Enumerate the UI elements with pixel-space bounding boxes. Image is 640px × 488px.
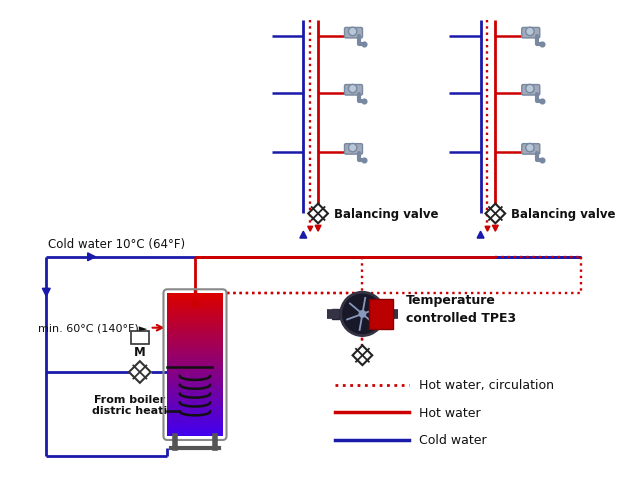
Bar bbox=[168, 328, 223, 331]
Bar bbox=[168, 422, 223, 425]
Bar bbox=[168, 342, 223, 345]
Bar bbox=[168, 339, 223, 342]
Bar bbox=[168, 294, 223, 297]
FancyBboxPatch shape bbox=[522, 85, 540, 96]
Bar bbox=[168, 390, 223, 393]
Bar bbox=[168, 376, 223, 379]
Bar bbox=[168, 427, 223, 430]
FancyBboxPatch shape bbox=[131, 331, 148, 345]
Bar bbox=[168, 407, 223, 410]
Bar bbox=[168, 297, 223, 299]
Text: Cold water 10°C (64°F): Cold water 10°C (64°F) bbox=[48, 237, 186, 250]
Bar bbox=[168, 333, 223, 336]
Bar bbox=[168, 370, 223, 373]
FancyBboxPatch shape bbox=[344, 28, 362, 39]
Polygon shape bbox=[353, 346, 372, 366]
Polygon shape bbox=[315, 226, 321, 232]
Bar bbox=[168, 362, 223, 365]
Text: Cold water: Cold water bbox=[419, 433, 486, 447]
Text: Balancing valve: Balancing valve bbox=[334, 207, 438, 221]
Circle shape bbox=[525, 28, 534, 37]
Bar bbox=[168, 345, 223, 348]
Text: Hot water, circulation: Hot water, circulation bbox=[419, 379, 554, 391]
Bar bbox=[168, 316, 223, 319]
Bar bbox=[168, 393, 223, 396]
Circle shape bbox=[525, 144, 534, 153]
Text: min. 60°C (140°F)►: min. 60°C (140°F)► bbox=[38, 323, 148, 333]
FancyBboxPatch shape bbox=[369, 299, 393, 329]
Bar bbox=[168, 379, 223, 382]
Bar bbox=[168, 348, 223, 351]
Bar bbox=[168, 433, 223, 436]
Polygon shape bbox=[308, 227, 313, 232]
FancyBboxPatch shape bbox=[386, 309, 393, 319]
Bar bbox=[168, 351, 223, 353]
Bar bbox=[168, 430, 223, 433]
Polygon shape bbox=[485, 227, 490, 232]
Polygon shape bbox=[486, 204, 505, 224]
FancyBboxPatch shape bbox=[344, 144, 362, 155]
Circle shape bbox=[348, 28, 357, 37]
Bar bbox=[168, 416, 223, 419]
FancyBboxPatch shape bbox=[344, 85, 362, 96]
FancyBboxPatch shape bbox=[522, 144, 540, 155]
Polygon shape bbox=[191, 299, 199, 306]
Circle shape bbox=[525, 85, 534, 94]
Bar bbox=[168, 385, 223, 387]
Bar bbox=[168, 382, 223, 385]
Bar bbox=[168, 399, 223, 402]
Bar bbox=[168, 413, 223, 416]
Text: Hot water: Hot water bbox=[419, 406, 480, 419]
Bar bbox=[168, 373, 223, 376]
Bar bbox=[168, 425, 223, 427]
Bar bbox=[168, 353, 223, 356]
Circle shape bbox=[348, 85, 357, 94]
Bar bbox=[168, 314, 223, 316]
Circle shape bbox=[358, 310, 366, 318]
FancyBboxPatch shape bbox=[332, 309, 339, 319]
Polygon shape bbox=[300, 232, 307, 239]
Polygon shape bbox=[492, 226, 499, 232]
Bar bbox=[168, 359, 223, 362]
Polygon shape bbox=[42, 289, 50, 297]
Circle shape bbox=[340, 293, 384, 336]
Bar bbox=[168, 302, 223, 305]
Polygon shape bbox=[477, 232, 484, 239]
Text: M: M bbox=[134, 345, 146, 358]
Text: Balancing valve: Balancing valve bbox=[511, 207, 616, 221]
Bar bbox=[168, 299, 223, 302]
Bar bbox=[168, 325, 223, 328]
Bar bbox=[168, 336, 223, 339]
Bar bbox=[168, 368, 223, 370]
Bar bbox=[168, 405, 223, 407]
Polygon shape bbox=[129, 362, 150, 383]
Polygon shape bbox=[88, 253, 95, 261]
Bar bbox=[168, 322, 223, 325]
Bar bbox=[168, 387, 223, 390]
Bar bbox=[168, 410, 223, 413]
Text: Temperature
controlled TPE3: Temperature controlled TPE3 bbox=[406, 294, 516, 325]
Bar bbox=[168, 331, 223, 333]
Text: From boiler or
distric heating: From boiler or distric heating bbox=[92, 394, 183, 415]
Bar bbox=[168, 308, 223, 311]
Bar bbox=[168, 356, 223, 359]
Circle shape bbox=[348, 144, 357, 153]
Bar bbox=[168, 319, 223, 322]
FancyBboxPatch shape bbox=[522, 28, 540, 39]
Bar bbox=[168, 419, 223, 422]
Bar bbox=[168, 402, 223, 405]
Polygon shape bbox=[308, 204, 328, 224]
Bar bbox=[168, 365, 223, 368]
Bar bbox=[168, 396, 223, 399]
Bar bbox=[168, 305, 223, 308]
Bar bbox=[168, 311, 223, 314]
